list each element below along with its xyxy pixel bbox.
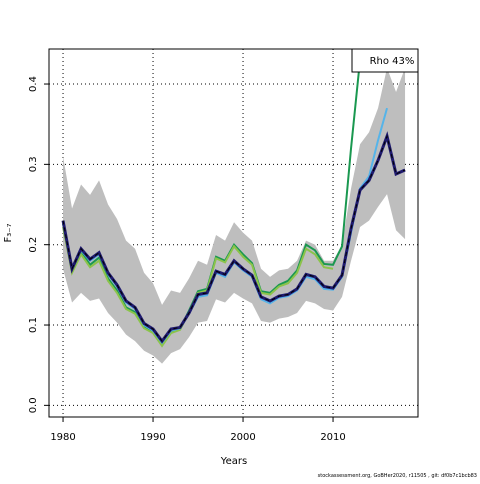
- plot-frame: [48, 48, 419, 418]
- y-tick-label: 0.0: [28, 397, 39, 413]
- series-line: [61, 131, 406, 344]
- plot-area: [49, 49, 418, 417]
- annotation: Rho 43%: [370, 56, 415, 67]
- x-tick-label: 2000: [230, 432, 255, 443]
- y-tick-label: 0.2: [28, 237, 39, 253]
- y-tick-label: 0.3: [28, 156, 39, 172]
- x-tick-label: 1980: [50, 432, 75, 443]
- y-tick-label: 0.4: [28, 76, 39, 92]
- footer: stockassessment.org, GoBHer2020, r11505 …: [318, 473, 477, 479]
- x-axis-label: Years: [220, 456, 247, 467]
- confidence-band: [63, 67, 406, 364]
- series-line: [62, 49, 363, 347]
- series-line: [62, 226, 334, 348]
- x-tick-label: 2010: [320, 432, 345, 443]
- annotation-box: [351, 48, 419, 73]
- x-tick-label: 1990: [140, 432, 165, 443]
- y-tick-label: 0.1: [28, 317, 39, 333]
- y-axis-label: F₃₋₇: [3, 223, 14, 242]
